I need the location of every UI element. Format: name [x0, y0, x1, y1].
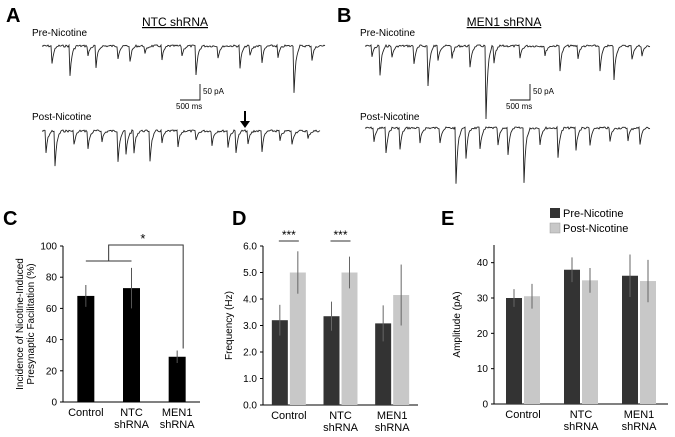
trace-b-pre: [364, 43, 651, 120]
x-tick-label: NTC shRNA: [564, 409, 600, 433]
y-tick-label: 100: [40, 242, 57, 253]
panel-letter-c: C: [3, 208, 17, 230]
y-tick-label: 10: [477, 364, 489, 375]
bar: [123, 288, 140, 402]
y-tick-label: 5.0: [243, 268, 257, 279]
bar: [582, 280, 598, 404]
y-tick-label: 1.0: [243, 374, 257, 385]
x-tick-label: NTC shRNA: [323, 410, 359, 434]
trace-b-title: MEN1 shRNA: [467, 15, 542, 29]
x-tick-label: MEN1 shRNA: [622, 409, 658, 433]
trace-b-pre-label: Pre-Nicotine: [360, 28, 415, 39]
x-tick-label: Control: [505, 409, 540, 421]
trace-a-post: [41, 128, 321, 167]
legend-pre-swatch: [550, 208, 560, 218]
y-tick-label: 4.0: [243, 295, 257, 306]
significance-bracket-outer: [108, 244, 184, 349]
x-tick-label: MEN1 shRNA: [375, 410, 411, 434]
legend-post-label: Post-Nicotine: [563, 223, 628, 235]
significance-marker: ***: [282, 228, 296, 242]
legend: Pre-Nicotine Post-Nicotine: [549, 208, 628, 235]
bar: [622, 275, 638, 404]
panel-letter-e: E: [441, 208, 454, 230]
x-tick-label: Control: [68, 407, 103, 419]
trace-b-post: [364, 125, 651, 184]
legend-pre-label: Pre-Nicotine: [563, 208, 624, 220]
x-tick-label: MEN1 shRNA: [160, 407, 196, 431]
y-tick-label: 60: [46, 304, 58, 315]
y-tick-label: 6.0: [243, 242, 257, 253]
down-arrow-icon: [240, 111, 250, 128]
trace-a-pre-label: Pre-Nicotine: [32, 28, 87, 39]
y-axis-label: Amplitude (pA): [452, 291, 463, 357]
x-tick-label: Control: [271, 410, 306, 422]
bar: [506, 298, 522, 404]
trace-b-post-label: Post-Nicotine: [360, 112, 420, 123]
panel-letter-b: B: [337, 5, 351, 27]
y-tick-label: 80: [46, 273, 58, 284]
panel-letter-d: D: [232, 208, 246, 230]
trace-b-scale-y: 50 pA: [533, 87, 555, 96]
y-tick-label: 0: [51, 398, 57, 409]
bar: [77, 295, 95, 402]
x-tick-label: NTC shRNA: [114, 407, 150, 431]
bar: [564, 269, 580, 404]
bar: [168, 356, 186, 402]
y-axis-label: Frequency (Hz): [224, 291, 235, 360]
chart-d: 0.0 1.0 2.0 3.0 4.0 5.0 6.0 Frequency (Hz) Contr…: [224, 228, 418, 434]
trace-a-scale-x: 500 ms: [176, 102, 202, 111]
y-axis-label: Incidence of Nicotine-InducedPresynaptic…: [15, 258, 37, 390]
bar: [271, 320, 288, 405]
bar: [289, 272, 306, 405]
trace-b-scale-bar: [510, 84, 531, 101]
bar: [393, 295, 410, 405]
y-tick-label: 40: [46, 335, 58, 346]
y-tick-label: 3.0: [243, 321, 257, 332]
legend-post-swatch: [549, 222, 561, 234]
y-tick-label: 0: [482, 400, 488, 411]
trace-a-post-label: Post-Nicotine: [32, 112, 92, 123]
significance-marker: *: [140, 231, 145, 246]
y-tick-label: 0.0: [243, 401, 257, 412]
trace-a-scale-y: 50 pA: [203, 87, 225, 96]
panel-letter-a: A: [6, 5, 20, 27]
trace-a-pre: [41, 43, 326, 93]
bar: [341, 272, 358, 405]
y-tick-label: 20: [477, 329, 489, 340]
significance-marker: ***: [333, 228, 347, 242]
bar: [375, 323, 392, 405]
y-tick-label: 30: [477, 294, 489, 305]
y-tick-label: 20: [46, 366, 58, 377]
y-tick-label: 40: [477, 258, 489, 269]
trace-a-scale-bar: [180, 84, 201, 101]
bar: [640, 281, 656, 404]
trace-a-title: NTC shRNA: [142, 15, 208, 29]
trace-b-scale-x: 500 ms: [506, 102, 532, 111]
y-tick-label: 2.0: [243, 348, 257, 359]
bar: [524, 296, 540, 404]
bar: [323, 316, 340, 405]
chart-e: 0 10 20 30 40 Amplitude (pA) Control NTC shRNA ME…: [452, 245, 668, 433]
